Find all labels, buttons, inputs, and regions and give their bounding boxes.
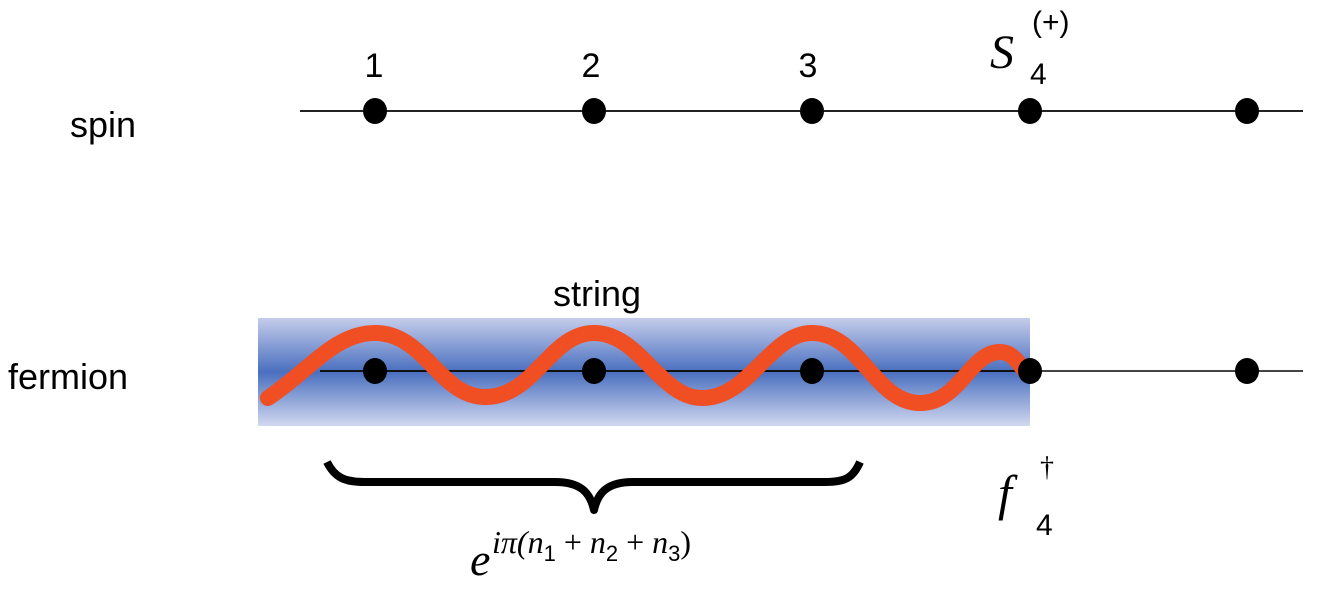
svg-text:†: † [1040, 452, 1054, 483]
spin-site-3 [800, 98, 824, 124]
string-label: string [553, 273, 641, 314]
spin-site-4 [1018, 98, 1042, 124]
spin-site-1 [363, 98, 387, 124]
site-label-3: 3 [799, 47, 818, 85]
fermion-sites [363, 358, 1259, 384]
underbrace [323, 460, 864, 514]
spin-sites [363, 98, 1259, 124]
fermion-site-1 [363, 358, 387, 384]
site-label-1: 1 [365, 47, 384, 85]
site-label-2: 2 [582, 47, 601, 85]
svg-text:S: S [990, 26, 1014, 79]
spin-operator-label: S (+) 4 [990, 6, 1070, 91]
svg-text:e: e [470, 534, 490, 585]
spin-row-label: spin [70, 104, 136, 145]
phase-factor: e iπ(n1 + n2 + n3) [470, 524, 691, 585]
svg-text:4: 4 [1036, 509, 1053, 542]
svg-text:f: f [998, 465, 1018, 521]
fermion-site-5 [1235, 358, 1259, 384]
string-wave [260, 324, 1032, 412]
svg-text:iπ(n1 + n2 + n3): iπ(n1 + n2 + n3) [492, 524, 691, 566]
fermion-site-2 [582, 358, 606, 384]
svg-text:(+): (+) [1032, 6, 1070, 39]
fermion-row-label: fermion [8, 356, 128, 397]
fermion-operator-label: f † 4 [998, 452, 1054, 542]
spin-site-2 [582, 98, 606, 124]
spin-site-5 [1235, 98, 1259, 124]
fermion-site-4 [1018, 358, 1042, 384]
svg-text:4: 4 [1030, 58, 1047, 91]
fermion-site-3 [800, 358, 824, 384]
